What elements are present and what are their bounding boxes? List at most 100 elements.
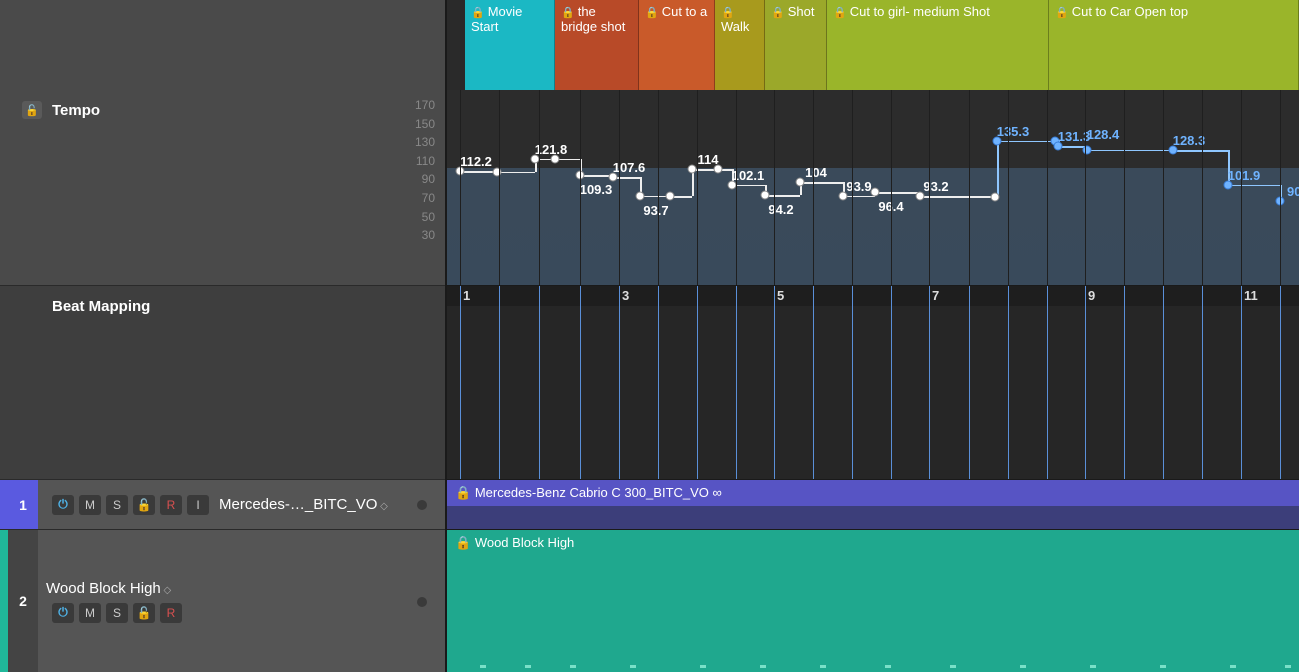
track-header[interactable]: 2 Wood Block High ⏻MS🔓R (0, 529, 445, 672)
region[interactable]: 🔒 Wood Block High (447, 530, 1299, 672)
beat-line (499, 306, 500, 479)
tempo-value-label: 109.3 (580, 182, 613, 197)
ruler-bar-number[interactable]: 3 (622, 288, 629, 303)
tempo-value-label: 93.7 (643, 203, 668, 218)
midi-note[interactable] (760, 665, 766, 668)
track-header[interactable]: 1 ⏻MS🔓RI Mercedes-…_BITC_VO (0, 479, 445, 529)
tempo-scale-value: 110 (415, 152, 435, 171)
beat-line (1280, 306, 1281, 479)
marker[interactable]: 🔒Shot (765, 0, 827, 90)
tempo-segment[interactable] (920, 196, 995, 198)
tempo-segment[interactable] (1173, 150, 1228, 152)
gridline (539, 90, 540, 285)
sidebar: 🔓 Tempo 17015013011090705030 Beat Mappin… (0, 0, 447, 672)
tempo-point[interactable] (636, 191, 645, 200)
beat-line (929, 306, 930, 479)
lock-icon[interactable]: 🔓 (22, 101, 42, 119)
marker[interactable]: 🔒Cut to girl- medium Shot (827, 0, 1049, 90)
ruler-bar-number[interactable]: 9 (1088, 288, 1095, 303)
mute-button[interactable]: M (79, 603, 101, 623)
beat-line (736, 306, 737, 479)
track-lane[interactable]: 🔒 Mercedes-Benz Cabrio C 300_BITC_VO ∞ (447, 479, 1299, 529)
midi-note[interactable] (570, 665, 576, 668)
marker[interactable]: 🔒Cut to a (639, 0, 715, 90)
tempo-point[interactable] (761, 191, 770, 200)
tempo-segment[interactable] (843, 196, 875, 198)
tempo-value-label: 101.9 (1228, 168, 1261, 183)
ruler-bar-number[interactable]: 11 (1244, 288, 1258, 303)
midi-note[interactable] (1160, 665, 1166, 668)
tempo-graph[interactable]: 112.2121.8109.3107.693.7114102.194.21049… (447, 90, 1299, 285)
solo-button[interactable]: S (106, 603, 128, 623)
ruler-bar-number[interactable]: 7 (932, 288, 939, 303)
tempo-segment[interactable] (800, 182, 843, 184)
tempo-segment[interactable] (765, 195, 800, 197)
tempo-point[interactable] (551, 154, 560, 163)
region[interactable]: 🔒 Mercedes-Benz Cabrio C 300_BITC_VO ∞ (447, 480, 1299, 506)
midi-note[interactable] (630, 665, 636, 668)
tempo-segment[interactable] (997, 141, 999, 197)
midi-note[interactable] (1020, 665, 1026, 668)
lock-icon: 🔒 (771, 7, 785, 19)
midi-note[interactable] (1090, 665, 1096, 668)
tempo-point[interactable] (714, 165, 723, 174)
beat-line (1008, 306, 1009, 479)
track-name[interactable]: Mercedes-…_BITC_VO (219, 496, 388, 513)
tempo-segment[interactable] (1087, 150, 1173, 152)
marker[interactable]: 🔒Cut to Car Open top (1049, 0, 1299, 90)
solo-button[interactable]: S (106, 495, 128, 515)
record-button[interactable]: R (160, 603, 182, 623)
power-button[interactable]: ⏻ (52, 603, 74, 623)
tempo-point[interactable] (991, 192, 1000, 201)
midi-note[interactable] (950, 665, 956, 668)
beat-ruler[interactable]: 1 3 5 7 9 11 (447, 286, 1299, 306)
power-button[interactable]: ⏻ (52, 495, 74, 515)
gridline (580, 90, 581, 285)
tempo-scale-value: 130 (415, 133, 435, 152)
beat-line (1124, 306, 1125, 479)
marker[interactable]: 🔒the bridge shot (555, 0, 639, 90)
lock-button[interactable]: 🔓 (133, 495, 155, 515)
track-automation-dot[interactable] (417, 500, 427, 510)
beat-mapping-label: Beat Mapping (52, 298, 150, 315)
gridline (1202, 90, 1203, 285)
tempo-point[interactable] (493, 167, 502, 176)
tempo-point[interactable] (871, 188, 880, 197)
tempo-segment[interactable] (497, 172, 535, 174)
ruler-bar-number[interactable]: 1 (463, 288, 470, 303)
record-button[interactable]: R (160, 495, 182, 515)
input-button[interactable]: I (187, 495, 209, 515)
midi-note[interactable] (480, 665, 486, 668)
track-lane[interactable]: 🔒 Wood Block High (447, 529, 1299, 672)
tempo-segment[interactable] (1228, 185, 1280, 187)
track-automation-dot[interactable] (417, 597, 427, 607)
tempo-point[interactable] (796, 178, 805, 187)
ruler-bar-number[interactable]: 5 (777, 288, 784, 303)
tempo-point[interactable] (1083, 145, 1092, 154)
marker[interactable]: 🔒Walk (715, 0, 765, 90)
tempo-segment[interactable] (875, 192, 920, 194)
marker[interactable]: 🔒Movie Start (465, 0, 555, 90)
midi-note[interactable] (885, 665, 891, 668)
tempo-value-label: 90. (1287, 184, 1299, 199)
midi-note[interactable] (1285, 665, 1291, 668)
tempo-segment[interactable] (460, 171, 497, 173)
track-number[interactable]: 1 (8, 480, 38, 529)
mute-button[interactable]: M (79, 495, 101, 515)
timeline[interactable]: 🔒Movie Start🔒the bridge shot🔒Cut to a🔒Wa… (447, 0, 1299, 672)
lock-icon: 🔒 (1055, 7, 1069, 19)
midi-note[interactable] (1230, 665, 1236, 668)
track-name[interactable]: Wood Block High (46, 580, 445, 597)
lock-button[interactable]: 🔓 (133, 603, 155, 623)
tempo-track-header[interactable]: 🔓 Tempo 17015013011090705030 (0, 90, 445, 285)
midi-note[interactable] (820, 665, 826, 668)
track-number[interactable]: 2 (8, 530, 38, 672)
midi-note[interactable] (525, 665, 531, 668)
tempo-point[interactable] (688, 165, 697, 174)
beat-mapping-header[interactable]: Beat Mapping (0, 285, 445, 479)
tempo-point[interactable] (666, 192, 675, 201)
midi-note[interactable] (700, 665, 706, 668)
beat-line (891, 306, 892, 479)
beat-mapping-lane[interactable]: 1 3 5 7 9 11 (447, 285, 1299, 479)
gridline (1047, 90, 1048, 285)
